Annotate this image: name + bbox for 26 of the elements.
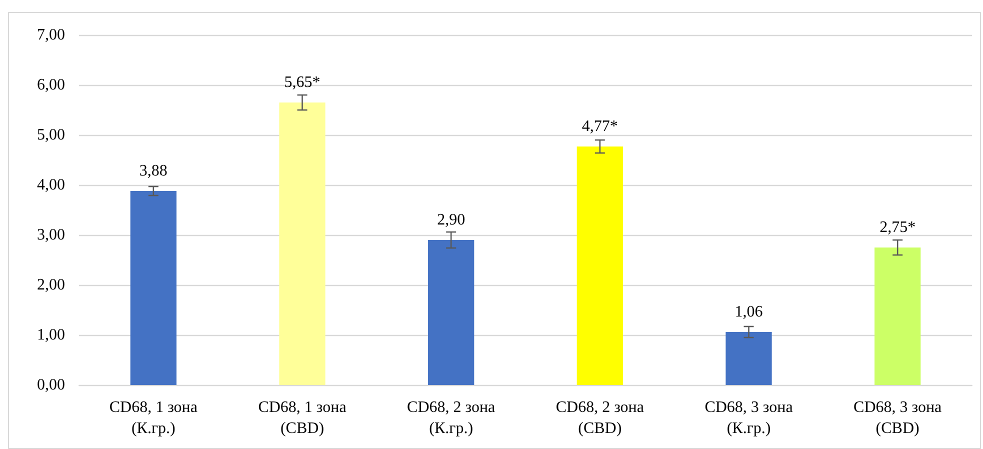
y-tick-label: 4,00 xyxy=(37,176,65,194)
data-label: 1,06 xyxy=(734,304,763,320)
bar xyxy=(874,248,921,385)
y-tick-label: 5,00 xyxy=(37,126,65,144)
data-label: 2,75* xyxy=(880,219,916,236)
x-tick-label: CD68, 3 зона (К.гр.) xyxy=(704,399,793,437)
y-tick-label: 1,00 xyxy=(37,326,65,344)
bar xyxy=(726,332,772,385)
bar xyxy=(279,102,326,385)
data-label: 4,77* xyxy=(582,118,618,135)
y-tick-label: 7,00 xyxy=(37,26,65,44)
bar xyxy=(428,240,474,385)
y-tick-label: 6,00 xyxy=(37,76,65,94)
x-tick-label: CD68, 3 зона (CBD) xyxy=(854,399,942,437)
data-label: 5,65* xyxy=(284,74,320,91)
data-label: 3,88 xyxy=(139,162,168,180)
x-tick-label: CD68, 1 зона (К.гр.) xyxy=(109,399,198,437)
y-tick-label: 3,00 xyxy=(37,226,65,244)
x-tick-label: CD68, 2 зона (К.гр.) xyxy=(407,399,496,437)
y-tick-label: 0,00 xyxy=(37,376,65,394)
bar xyxy=(130,191,176,385)
bar xyxy=(576,146,623,385)
data-label: 2,90 xyxy=(437,212,466,228)
x-tick-label: CD68, 1 зона (CBD) xyxy=(258,399,346,437)
y-tick-label: 2,00 xyxy=(37,276,65,294)
x-tick-label: CD68, 2 зона (CBD) xyxy=(556,399,644,437)
